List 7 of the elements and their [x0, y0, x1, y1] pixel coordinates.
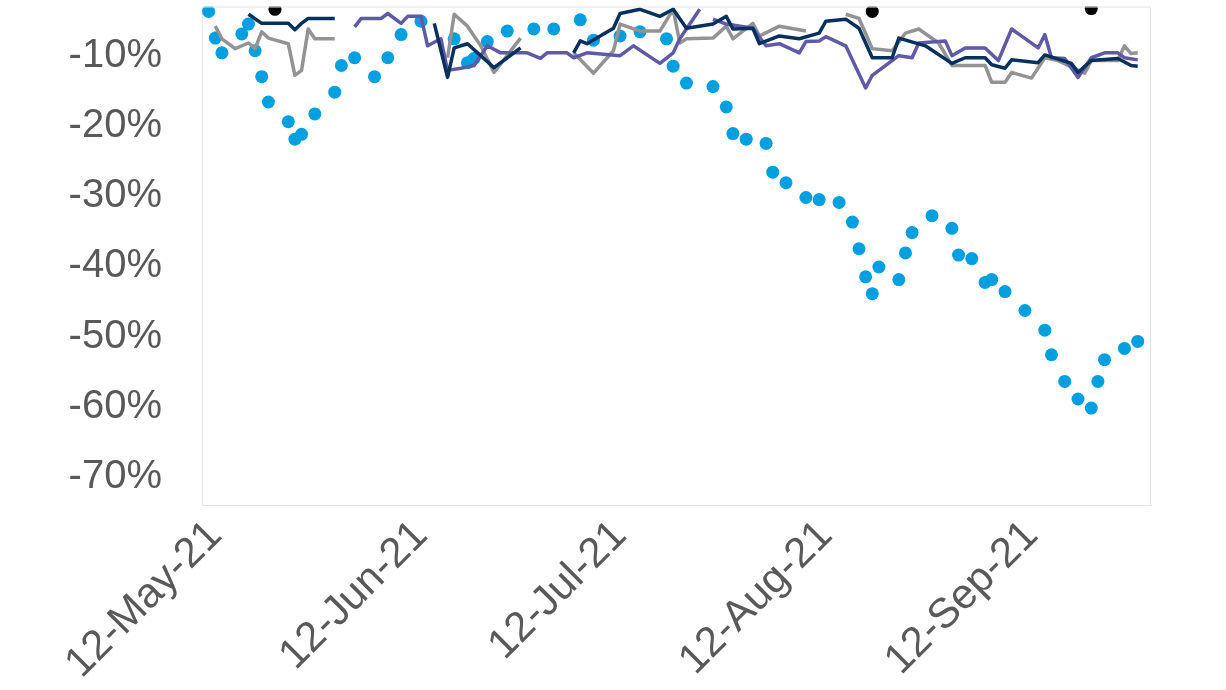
- y-tick-label: -30%: [68, 171, 162, 216]
- y-tick-label: -10%: [68, 30, 162, 75]
- y-tick-label: -50%: [68, 311, 162, 356]
- y-tick-label: -20%: [68, 100, 162, 145]
- y-tick-label: -40%: [68, 241, 162, 286]
- y-tick-label: -60%: [68, 381, 162, 426]
- y-tick-label: -70%: [68, 451, 162, 496]
